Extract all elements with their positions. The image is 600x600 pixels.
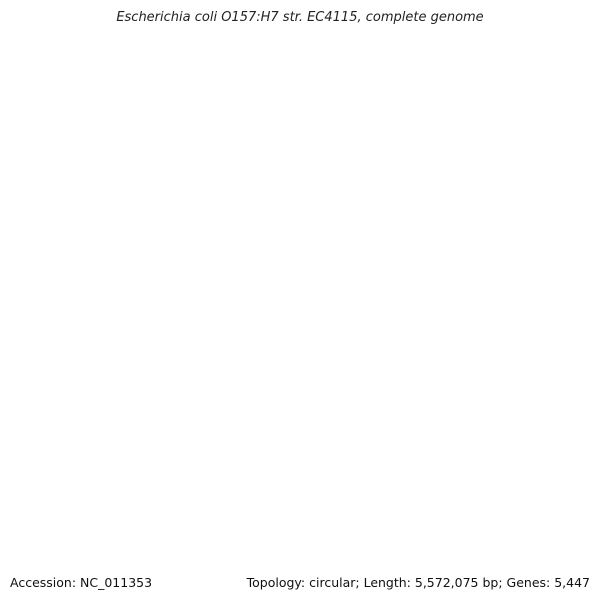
map-title: Escherichia coli O157:H7 str. EC4115, co… (116, 10, 484, 25)
accession-text: Accession: NC_011353 (10, 575, 153, 590)
topology-summary: Topology: circular; Length: 5,572,075 bp… (246, 575, 590, 590)
